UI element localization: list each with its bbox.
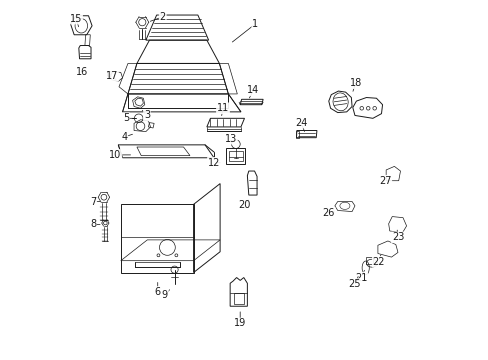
Text: 6: 6 xyxy=(154,287,161,297)
Text: 23: 23 xyxy=(391,232,404,242)
Text: 5: 5 xyxy=(123,113,129,123)
Text: 22: 22 xyxy=(372,257,385,267)
Text: 16: 16 xyxy=(76,67,88,77)
Text: 13: 13 xyxy=(224,134,237,144)
Text: 2: 2 xyxy=(159,12,165,22)
Text: 19: 19 xyxy=(234,319,246,328)
Text: 15: 15 xyxy=(70,14,82,24)
Text: 4: 4 xyxy=(121,132,127,142)
Text: 24: 24 xyxy=(294,118,307,128)
Text: 25: 25 xyxy=(348,279,361,289)
Text: 27: 27 xyxy=(378,176,390,186)
Text: 9: 9 xyxy=(162,291,167,301)
Text: 3: 3 xyxy=(143,111,150,121)
Text: 21: 21 xyxy=(354,273,366,283)
Text: 11: 11 xyxy=(216,103,229,113)
Text: 8: 8 xyxy=(90,220,96,229)
Text: 10: 10 xyxy=(109,150,122,160)
Text: 7: 7 xyxy=(90,197,96,207)
Text: 26: 26 xyxy=(322,208,334,218)
Text: 17: 17 xyxy=(105,71,118,81)
Text: 14: 14 xyxy=(247,85,259,95)
Text: 12: 12 xyxy=(207,158,220,168)
Text: 20: 20 xyxy=(238,200,250,210)
Text: 1: 1 xyxy=(252,19,258,29)
Text: 18: 18 xyxy=(349,78,361,88)
